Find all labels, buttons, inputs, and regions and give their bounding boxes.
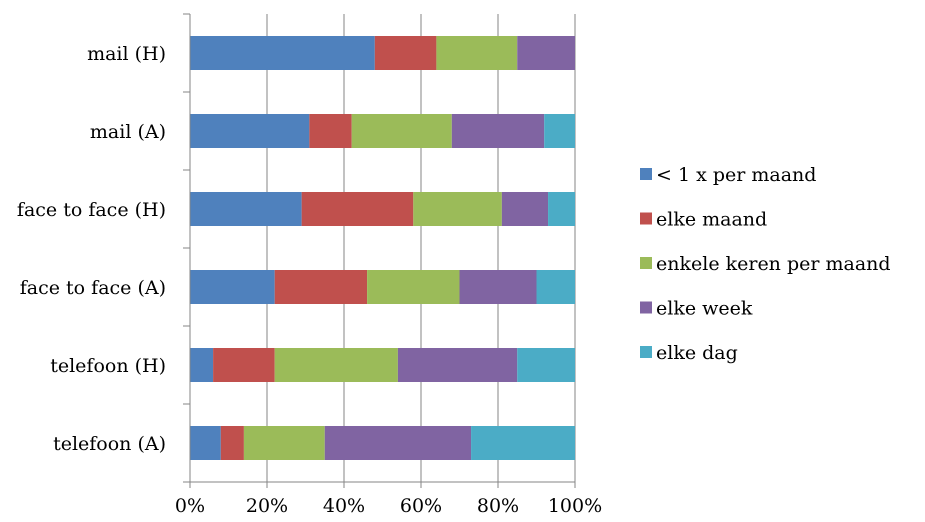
- category-label: mail (A): [90, 121, 166, 143]
- category-label: mail (H): [87, 43, 166, 65]
- bar-segment: [190, 192, 302, 226]
- bar-segment: [324, 426, 472, 460]
- bar-segment: [367, 270, 460, 304]
- x-tick-label: 0%: [175, 495, 205, 517]
- legend-label: elke week: [656, 298, 753, 320]
- bar-segment: [274, 270, 368, 304]
- bar-segment: [413, 192, 502, 226]
- bar-segment: [451, 114, 545, 148]
- legend-label: elke dag: [656, 342, 738, 364]
- bar-segment: [190, 270, 275, 304]
- x-tick-label: 20%: [246, 495, 288, 517]
- bar-segment: [374, 36, 437, 70]
- bar-segment: [501, 192, 549, 226]
- legend-swatch: [640, 212, 652, 225]
- bar-segment: [190, 114, 310, 148]
- category-label: face to face (A): [20, 277, 166, 299]
- bar-segment: [548, 192, 575, 226]
- bar-segment: [544, 114, 575, 148]
- bar-segment: [471, 426, 575, 460]
- x-tick-label: 100%: [548, 495, 602, 517]
- axis-labels: 0% 20% 40% 60% 80% 100% mail (H) mail (A) face t…: [17, 43, 602, 517]
- bar-segment: [397, 348, 518, 382]
- bar-segment: [190, 36, 375, 70]
- category-label: telefoon (H): [50, 355, 166, 377]
- bar-segment: [351, 114, 452, 148]
- bar-segment: [536, 270, 575, 304]
- legend-label: enkele keren per maand: [656, 253, 891, 275]
- legend-swatch: [640, 168, 652, 180]
- bar-segment: [517, 36, 575, 70]
- bar-segment: [436, 36, 518, 70]
- category-label: face to face (H): [17, 199, 166, 221]
- bar-segment: [309, 114, 352, 148]
- bar-segment: [220, 426, 244, 460]
- bar-segment: [190, 426, 221, 460]
- grid-lines: [266, 14, 576, 482]
- x-tick-label: 80%: [477, 495, 519, 517]
- bar-segment: [190, 348, 214, 382]
- bar-segment: [274, 348, 398, 382]
- x-tick-label: 40%: [323, 495, 365, 517]
- bar-segment: [459, 270, 537, 304]
- legend-label: < 1 x per maand: [656, 164, 816, 186]
- x-tick-label: 60%: [400, 495, 442, 517]
- bar-segment: [301, 192, 414, 226]
- legend-swatch: [640, 301, 652, 314]
- bar-segment: [243, 426, 325, 460]
- bar-segment: [213, 348, 275, 382]
- category-label: telefoon (A): [53, 433, 166, 455]
- bar-segment: [517, 348, 575, 382]
- legend: < 1 x per maand elke maand enkele keren pe…: [640, 164, 891, 364]
- bar-segments: [190, 36, 575, 460]
- axes: [183, 13, 576, 488]
- legend-label: elke maand: [656, 209, 767, 231]
- legend-swatch: [640, 346, 652, 358]
- legend-swatch: [640, 257, 652, 269]
